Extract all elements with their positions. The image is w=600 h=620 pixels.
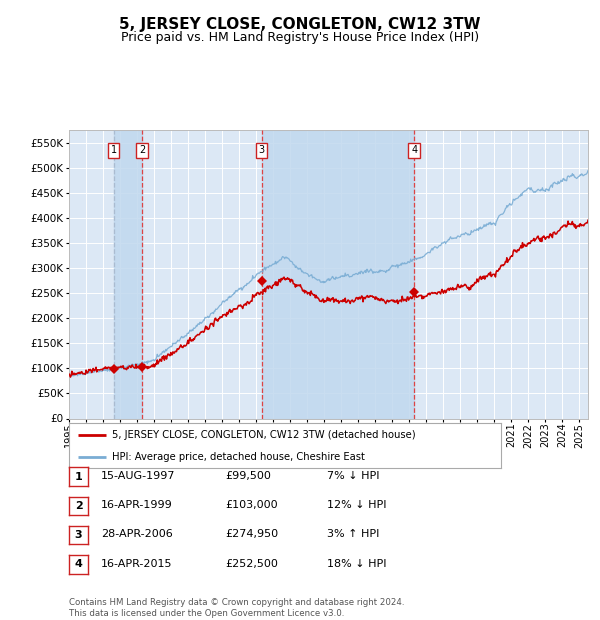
- Text: 16-APR-2015: 16-APR-2015: [101, 559, 172, 569]
- Text: 7% ↓ HPI: 7% ↓ HPI: [327, 471, 380, 481]
- Text: £103,000: £103,000: [225, 500, 278, 510]
- Text: 2: 2: [139, 145, 145, 156]
- Text: £274,950: £274,950: [225, 529, 278, 539]
- Bar: [262, 130, 414, 419]
- Text: 12% ↓ HPI: 12% ↓ HPI: [327, 500, 386, 510]
- Text: 1: 1: [110, 145, 116, 156]
- Text: HPI: Average price, detached house, Cheshire East: HPI: Average price, detached house, Ches…: [112, 452, 365, 462]
- Text: Price paid vs. HM Land Registry's House Price Index (HPI): Price paid vs. HM Land Registry's House …: [121, 31, 479, 44]
- Text: 16-APR-1999: 16-APR-1999: [101, 500, 173, 510]
- Text: 3: 3: [75, 530, 82, 540]
- Text: 1: 1: [75, 472, 82, 482]
- Text: £99,500: £99,500: [225, 471, 271, 481]
- Text: 28-APR-2006: 28-APR-2006: [101, 529, 173, 539]
- Text: 2: 2: [75, 501, 82, 511]
- Text: 5, JERSEY CLOSE, CONGLETON, CW12 3TW: 5, JERSEY CLOSE, CONGLETON, CW12 3TW: [119, 17, 481, 32]
- Text: Contains HM Land Registry data © Crown copyright and database right 2024.
This d: Contains HM Land Registry data © Crown c…: [69, 598, 404, 618]
- Text: 4: 4: [74, 559, 83, 569]
- Text: £252,500: £252,500: [225, 559, 278, 569]
- Text: 3: 3: [259, 145, 265, 156]
- Text: 15-AUG-1997: 15-AUG-1997: [101, 471, 175, 481]
- Text: 4: 4: [411, 145, 418, 156]
- Text: 3% ↑ HPI: 3% ↑ HPI: [327, 529, 379, 539]
- Text: 18% ↓ HPI: 18% ↓ HPI: [327, 559, 386, 569]
- Text: 5, JERSEY CLOSE, CONGLETON, CW12 3TW (detached house): 5, JERSEY CLOSE, CONGLETON, CW12 3TW (de…: [112, 430, 416, 440]
- Bar: [113, 130, 142, 419]
